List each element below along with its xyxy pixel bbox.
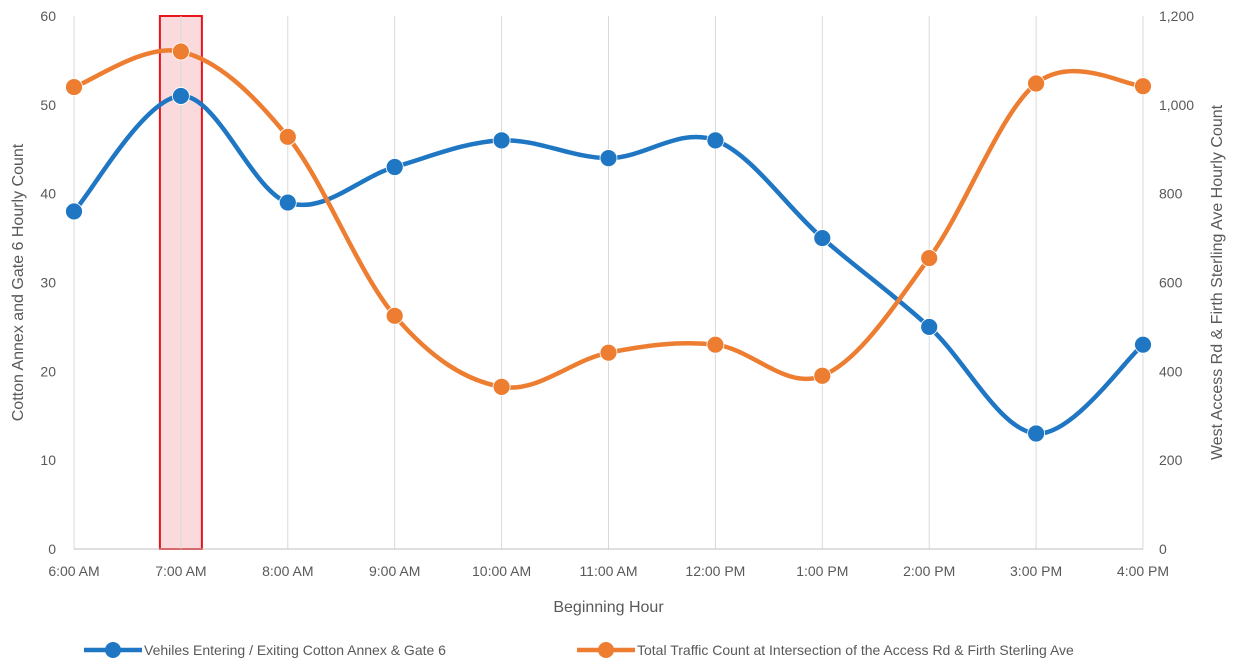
data-point bbox=[385, 306, 404, 325]
x-tick-label: 1:00 PM bbox=[796, 563, 848, 579]
x-tick-label: 2:00 PM bbox=[903, 563, 955, 579]
y-right-tick-label: 1,000 bbox=[1159, 97, 1194, 113]
y-left-tick-label: 20 bbox=[40, 363, 56, 379]
x-tick-label: 12:00 PM bbox=[685, 563, 745, 579]
x-tick-label: 6:00 AM bbox=[48, 563, 99, 579]
y-right-tick-label: 800 bbox=[1159, 186, 1183, 202]
x-tick-label: 4:00 PM bbox=[1117, 563, 1169, 579]
y-left-tick-label: 30 bbox=[40, 275, 56, 291]
data-point bbox=[65, 202, 83, 221]
y-right-tick-label: 1,200 bbox=[1159, 8, 1194, 24]
data-point bbox=[813, 229, 832, 247]
series-1 bbox=[65, 87, 1152, 443]
data-point bbox=[1134, 335, 1152, 354]
data-point bbox=[920, 249, 939, 267]
data-point bbox=[65, 78, 83, 96]
y-right-tick-label: 400 bbox=[1159, 363, 1183, 379]
legend-marker bbox=[598, 642, 614, 658]
legend-label: Vehiles Entering / Exiting Cotton Annex … bbox=[144, 642, 446, 658]
y-left-tick-label: 60 bbox=[40, 8, 56, 24]
y-left-tick-label: 50 bbox=[40, 97, 56, 113]
axis-layer: 010203040506002004006008001,0001,2006:00… bbox=[10, 8, 1226, 616]
data-point bbox=[706, 335, 725, 354]
x-axis-title: Beginning Hour bbox=[553, 599, 664, 616]
data-point bbox=[278, 127, 297, 146]
data-point bbox=[599, 149, 618, 168]
data-point bbox=[1134, 77, 1152, 96]
x-tick-label: 8:00 AM bbox=[262, 563, 313, 579]
data-point bbox=[920, 318, 939, 336]
data-point bbox=[171, 87, 190, 105]
series-2 bbox=[65, 42, 1152, 396]
x-tick-label: 10:00 AM bbox=[472, 563, 531, 579]
y-right-tick-label: 200 bbox=[1159, 452, 1183, 468]
x-tick-label: 7:00 AM bbox=[155, 563, 206, 579]
y-right-tick-label: 0 bbox=[1159, 541, 1167, 557]
x-tick-label: 11:00 AM bbox=[579, 563, 637, 579]
x-tick-label: 3:00 PM bbox=[1010, 563, 1062, 579]
grid-layer bbox=[73, 16, 1144, 549]
data-point bbox=[492, 377, 511, 396]
data-point bbox=[706, 131, 725, 150]
y-left-tick-label: 10 bbox=[40, 452, 56, 468]
data-point bbox=[278, 193, 297, 212]
data-point bbox=[171, 42, 190, 61]
series-layer bbox=[65, 42, 1152, 443]
y-left-axis-title: Cotton Annex and Gate 6 Hourly Count bbox=[10, 143, 27, 421]
data-point bbox=[492, 131, 511, 150]
data-point bbox=[1027, 74, 1045, 93]
y-right-tick-label: 600 bbox=[1159, 275, 1183, 291]
legend-item: Total Traffic Count at Intersection of t… bbox=[577, 642, 1074, 658]
legend-item: Vehiles Entering / Exiting Cotton Annex … bbox=[84, 642, 446, 658]
x-tick-label: 9:00 AM bbox=[369, 563, 420, 579]
legend: Vehiles Entering / Exiting Cotton Annex … bbox=[84, 642, 1074, 658]
y-left-tick-label: 40 bbox=[40, 186, 56, 202]
legend-marker bbox=[105, 642, 121, 658]
data-point bbox=[1027, 424, 1045, 443]
data-point bbox=[385, 158, 404, 176]
legend-label: Total Traffic Count at Intersection of t… bbox=[637, 642, 1074, 658]
data-point bbox=[599, 343, 618, 362]
y-left-tick-label: 0 bbox=[48, 541, 56, 557]
data-point bbox=[813, 366, 832, 385]
y-right-axis-title: West Access Rd & Firth Sterling Ave Hour… bbox=[1209, 104, 1226, 460]
